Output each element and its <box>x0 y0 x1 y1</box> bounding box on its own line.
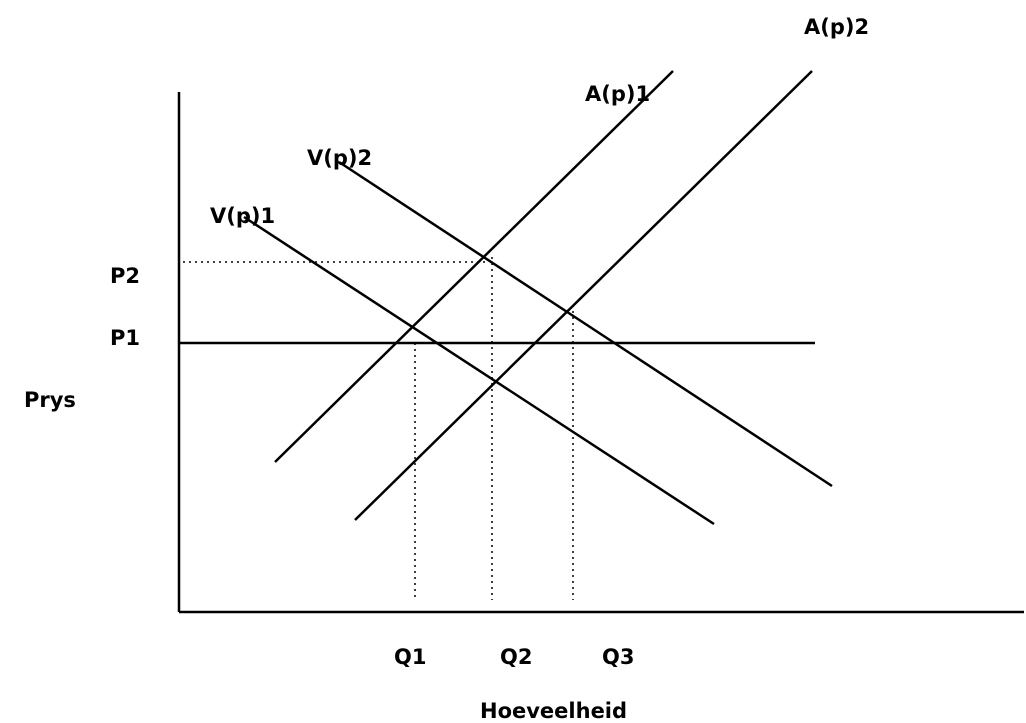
demand-curve-1-label: V(p)1 <box>210 204 275 228</box>
q3-label: Q3 <box>602 645 634 669</box>
supply-curve-2 <box>354 70 813 521</box>
supply-curve-1 <box>274 70 674 463</box>
demand-curve-1 <box>243 215 715 526</box>
p1-label: P1 <box>110 326 140 350</box>
q1-label: Q1 <box>394 645 426 669</box>
demand-curve-2-label: V(p)2 <box>307 146 372 170</box>
p2-label: P2 <box>110 264 140 288</box>
y-axis-title: Prys <box>24 388 76 412</box>
demand-curve-2 <box>338 160 833 488</box>
supply-curve-2-label: A(p)2 <box>804 15 869 39</box>
x-axis-title: Hoeveelheid <box>480 699 627 723</box>
supply-curve-1-label: A(p)1 <box>585 82 650 106</box>
q2-label: Q2 <box>500 645 532 669</box>
